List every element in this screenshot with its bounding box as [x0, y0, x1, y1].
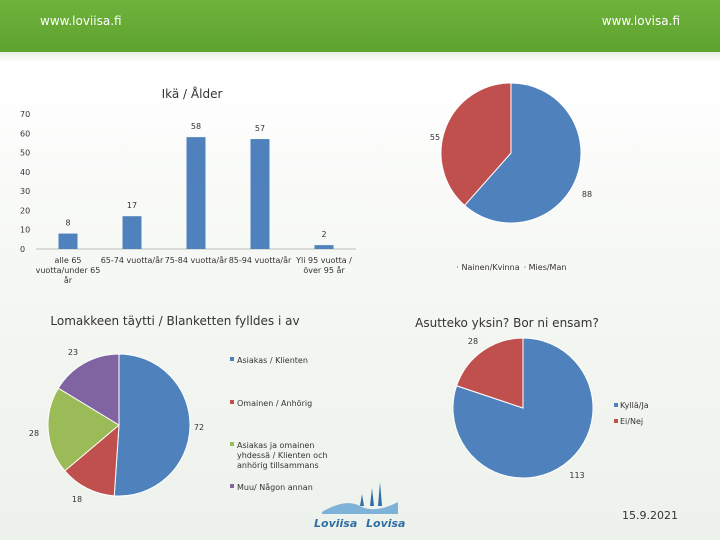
y-tick-label: 10 — [20, 226, 30, 235]
filled-value-label: 18 — [72, 495, 82, 504]
living-alone-title: Asutteko yksin? Bor ni ensam? — [415, 316, 599, 330]
bar-4 — [314, 245, 334, 249]
x-tick-label: 85-94 vuotta/år — [229, 255, 292, 265]
form-filled-pie-chart: Lomakkeen täytti / Blanketten fylldes i … — [29, 314, 328, 504]
gender-value-label: 88 — [582, 190, 592, 199]
header-divider — [0, 52, 720, 62]
filled-legend-item: anhörig tillsammans — [237, 461, 319, 470]
alone-legend-swatch — [614, 419, 618, 423]
x-tick-label: över 95 år — [303, 265, 345, 275]
bar-3 — [250, 139, 270, 249]
bar-2 — [186, 137, 206, 249]
filled-legend-swatch — [230, 484, 234, 488]
y-tick-label: 20 — [20, 206, 30, 215]
filled-legend-swatch — [230, 442, 234, 446]
x-tick-label: vuotta/under 65 — [36, 266, 101, 275]
filled-legend-item: Asiakas ja omainen — [237, 441, 314, 450]
living-alone-pie-chart: Asutteko yksin? Bor ni ensam? 113 28 Kyllä… — [415, 316, 649, 480]
gender-legend-item: · Mies/Man — [524, 263, 567, 272]
filled-value-label: 28 — [29, 429, 39, 438]
filled-value-label: 23 — [68, 348, 78, 357]
header-bar: www.loviisa.fi www.lovisa.fi — [0, 0, 720, 52]
logo-wave-icon — [322, 502, 398, 514]
y-tick-label: 70 — [20, 110, 30, 119]
loviisa-logo: Loviisa Lovisa — [314, 482, 405, 530]
filled-slice-1 — [64, 423, 120, 497]
filled-legend-item: Asiakas / Klienten — [237, 356, 308, 365]
gender-slice-1 — [440, 82, 512, 207]
bar-chart-bars: 8 17 58 57 2 — [58, 122, 334, 249]
y-tick-label: 60 — [20, 129, 30, 138]
filled-value-label: 72 — [194, 423, 204, 432]
filled-legend-item: Muu/ Någon annan — [237, 482, 313, 492]
bar-value-label: 8 — [65, 219, 70, 228]
age-bar-chart: Ikä / Ålder 0 10 20 30 40 50 60 70 8 17 58 57 2 all… — [20, 86, 356, 285]
y-tick-label: 40 — [20, 168, 30, 177]
gender-slice-0 — [463, 82, 582, 224]
filled-legend-swatch — [230, 357, 234, 361]
bar-chart-title: Ikä / Ålder — [162, 86, 223, 101]
bar-0 — [58, 233, 78, 249]
logo-text: Loviisa — [314, 517, 357, 530]
filled-legend-item: Omainen / Anhörig — [237, 399, 312, 408]
logo-sub-text: Lovisa — [366, 517, 405, 530]
bar-value-label: 2 — [321, 230, 326, 239]
header-link-fi[interactable]: www.loviisa.fi — [40, 14, 122, 28]
y-tick-label: 50 — [20, 149, 30, 158]
filled-legend-item: yhdessä / Klienten och — [237, 451, 328, 460]
filled-slice-3 — [57, 353, 120, 426]
footer-date: 15.9.2021 — [622, 509, 678, 522]
x-tick-label: Yli 95 vuotta / — [295, 256, 352, 265]
filled-slice-0 — [113, 353, 191, 497]
alone-legend-swatch — [614, 403, 618, 407]
y-tick-label: 0 — [20, 245, 25, 254]
gender-legend-item: · Nainen/Kvinna — [456, 263, 519, 272]
alone-slice-1 — [455, 337, 524, 409]
bar-value-label: 17 — [127, 201, 137, 210]
header-link-sv[interactable]: www.lovisa.fi — [601, 14, 680, 28]
y-tick-label: 30 — [20, 187, 30, 196]
logo-church-icon — [360, 482, 382, 506]
gender-pie-chart: 88 55 · Nainen/Kvinna · Mies/Man — [430, 82, 592, 272]
filled-legend-swatch — [230, 400, 234, 404]
x-tick-label: 65-74 vuotta/år — [101, 255, 164, 265]
filled-slice-2 — [47, 387, 120, 472]
alone-legend-item: Kyllä/Ja — [620, 401, 649, 410]
bar-value-label: 57 — [255, 124, 265, 133]
form-filled-title: Lomakkeen täytti / Blanketten fylldes i … — [50, 314, 299, 328]
alone-value-label: 113 — [569, 471, 584, 480]
x-tick-label: 75-84 vuotta/år — [165, 255, 228, 265]
alone-legend-item: Ei/Nej — [620, 417, 643, 426]
x-tick-label: alle 65 — [55, 256, 82, 265]
gender-value-label: 55 — [430, 133, 440, 142]
bar-value-label: 58 — [191, 122, 201, 131]
alone-value-label: 28 — [468, 337, 478, 346]
bar-1 — [122, 216, 142, 249]
x-tick-label: år — [64, 275, 73, 285]
